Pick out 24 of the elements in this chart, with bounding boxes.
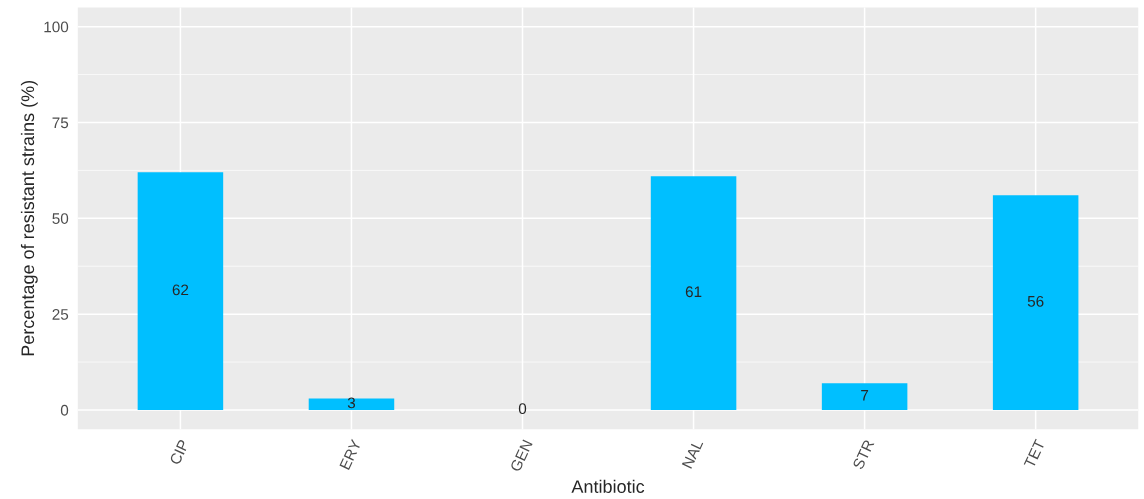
y-tick-label: 0 (60, 404, 69, 416)
bar (137, 172, 224, 410)
data-label: 0 (518, 403, 527, 415)
bar (992, 195, 1079, 410)
bar (308, 398, 395, 410)
data-label: 56 (1027, 295, 1044, 307)
data-label: 7 (861, 390, 869, 401)
x-tick-label: ERY (339, 438, 362, 470)
x-tick-label: GEN (509, 439, 533, 473)
y-tick-label: 25 (52, 309, 69, 320)
x-axis-title: Antibiotic (571, 479, 645, 494)
bar (821, 383, 908, 410)
x-tick-label: NAL (681, 438, 704, 469)
data-label: 3 (347, 397, 356, 409)
x-tick-label: CIP (169, 439, 190, 466)
bar (650, 176, 737, 410)
data-label: 62 (172, 284, 189, 296)
y-tick-label: 50 (52, 213, 69, 224)
y-tick-label: 75 (52, 117, 69, 129)
y-tick-label: 100 (44, 21, 69, 33)
x-tick-label: TET (1023, 438, 1046, 469)
x-tick-label: STR (852, 438, 875, 470)
y-axis-title: Percentage of resistant strains (%) (20, 80, 38, 356)
data-label: 61 (685, 286, 702, 298)
